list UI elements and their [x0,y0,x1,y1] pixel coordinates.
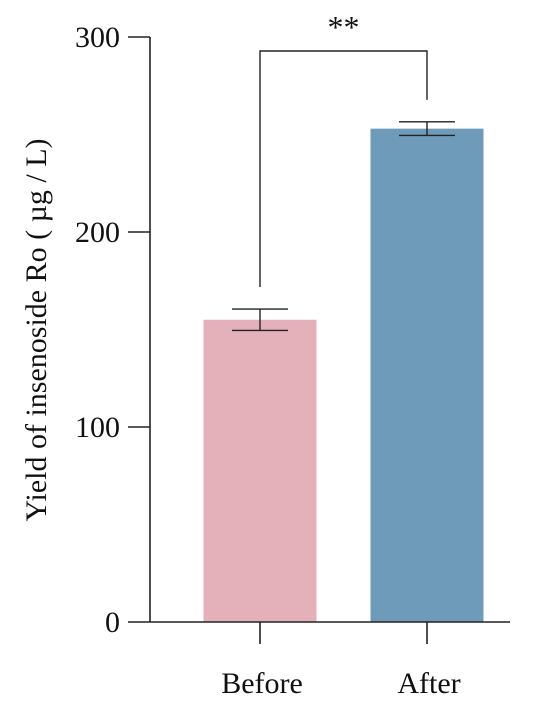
y-tick-label: 300 [75,21,120,54]
y-axis-title: Yield of insenoside Ro ( µg / L) [20,138,53,521]
x-axis-ticks: Before After [221,622,461,700]
bar-before [203,319,317,622]
significance-bracket [259,50,428,288]
y-tick-label: 100 [75,411,120,444]
bars [203,128,484,622]
significance-label: ** [328,9,360,45]
error-bars [232,121,455,332]
x-tick-label: After [397,667,460,700]
x-tick-label: Before [221,667,303,700]
y-tick-label: 0 [105,606,120,639]
y-tick-label: 200 [75,216,120,249]
bar-after [370,128,484,622]
y-axis-ticks: 0 100 200 300 [75,21,150,639]
